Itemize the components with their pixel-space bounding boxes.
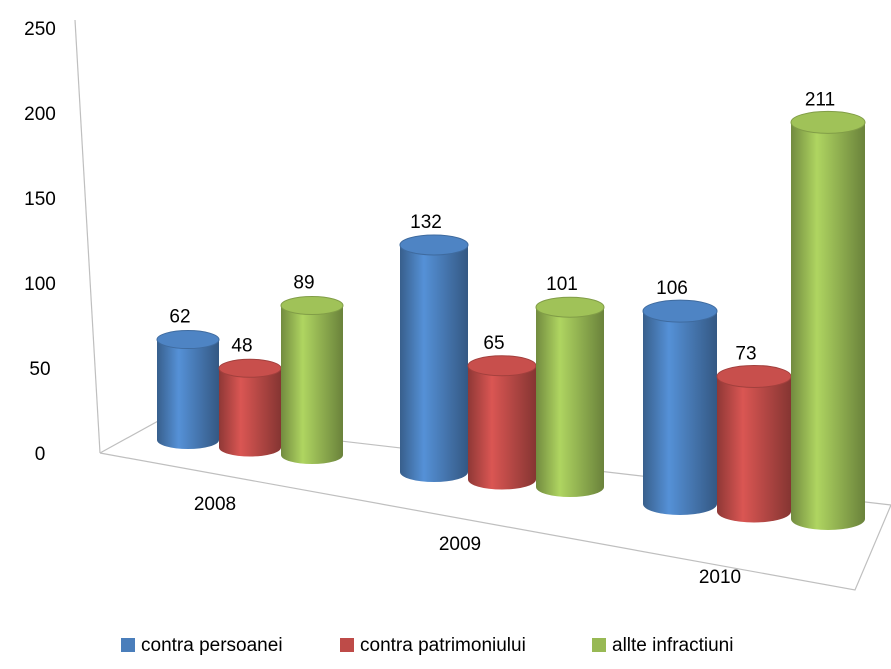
bar (399, 234, 469, 482)
x-tick-label: 2010 (699, 567, 741, 588)
bar-top (535, 296, 605, 318)
bar-body (643, 311, 717, 504)
x-tick-label: 2008 (194, 494, 236, 515)
legend-swatch (592, 638, 606, 652)
legend-swatch (340, 638, 354, 652)
bar-top (156, 330, 220, 350)
bar-body (468, 365, 536, 480)
y-tick-label: 100 (24, 274, 56, 295)
bar-top (642, 299, 718, 323)
bar (642, 299, 718, 515)
data-label: 101 (546, 274, 578, 295)
bar-top (467, 355, 537, 377)
data-label: 62 (169, 307, 190, 328)
y-tick-label: 0 (35, 444, 46, 465)
data-label: 89 (293, 272, 314, 293)
data-label: 65 (483, 333, 504, 354)
data-label: 211 (805, 89, 835, 110)
bar (790, 110, 866, 530)
bar-body (791, 122, 865, 519)
bar (280, 295, 344, 464)
bar (218, 358, 282, 457)
data-label: 48 (231, 335, 252, 356)
data-label: 106 (656, 278, 688, 299)
bar-top (716, 364, 792, 388)
data-label: 73 (735, 343, 756, 364)
bar-body (400, 244, 468, 472)
legend-swatch (121, 638, 135, 652)
bar-body (536, 307, 604, 487)
legend-label: contra persoanei (141, 635, 283, 656)
x-tick-label: 2009 (439, 534, 481, 555)
bar (156, 330, 220, 449)
bar (716, 364, 792, 523)
bar-body (717, 376, 791, 512)
y-tick-label: 50 (29, 359, 50, 380)
bar-body (157, 339, 219, 440)
bar-body (219, 368, 281, 448)
bar (467, 355, 537, 490)
legend-label: allte infractiuni (612, 635, 733, 656)
y-tick-label: 250 (24, 19, 56, 40)
y-tick-label: 200 (24, 104, 56, 125)
bar-top (399, 234, 469, 256)
data-label: 132 (410, 212, 442, 233)
bar-top (790, 110, 866, 134)
bar-top (280, 295, 344, 315)
y-tick-label: 150 (24, 189, 56, 210)
bar (535, 296, 605, 497)
legend-label: contra patrimoniului (360, 635, 526, 656)
bar-body (281, 305, 343, 455)
bar-top (218, 358, 282, 378)
